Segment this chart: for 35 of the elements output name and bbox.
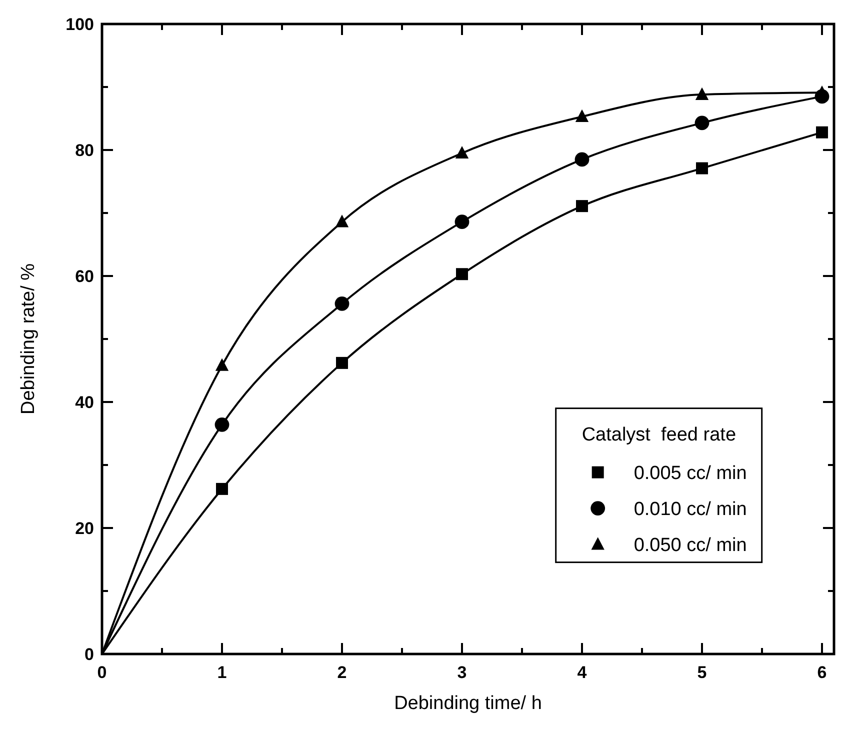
y-axis-title: Debinding rate/ % bbox=[18, 263, 39, 415]
x-tick-label: 5 bbox=[697, 663, 707, 682]
point bbox=[694, 116, 710, 130]
x-tick-label: 3 bbox=[457, 663, 467, 682]
point bbox=[334, 296, 350, 311]
point bbox=[215, 358, 229, 371]
point bbox=[576, 200, 588, 212]
x-tick-label: 0 bbox=[97, 663, 107, 682]
x-tick-label: 1 bbox=[217, 663, 227, 682]
x-tick-label: 4 bbox=[577, 663, 588, 682]
y-tick-label: 60 bbox=[75, 266, 94, 286]
point bbox=[696, 162, 708, 174]
point bbox=[695, 87, 709, 100]
point bbox=[336, 356, 348, 369]
point bbox=[454, 214, 470, 230]
y-tick-label: 100 bbox=[66, 14, 94, 34]
x-axis-title: Debinding time/ h bbox=[394, 693, 542, 714]
y-tick-label: 20 bbox=[75, 518, 94, 538]
point bbox=[455, 146, 469, 159]
point bbox=[575, 109, 589, 122]
x-tick-label: 2 bbox=[337, 663, 347, 682]
point bbox=[214, 417, 230, 432]
x-tick-label: 6 bbox=[817, 663, 827, 682]
y-tick-label: 40 bbox=[75, 392, 94, 412]
legend-label: 0.005 cc/ min bbox=[634, 462, 747, 484]
legend-label: 0.050 cc/ min bbox=[634, 534, 747, 556]
point bbox=[335, 214, 349, 228]
point bbox=[216, 482, 228, 495]
point bbox=[574, 152, 590, 167]
y-tick-label: 80 bbox=[75, 140, 94, 160]
legend-label: 0.010 cc/ min bbox=[634, 498, 747, 520]
point bbox=[456, 268, 468, 280]
point bbox=[816, 126, 828, 138]
legend-title: Catalyst feed rate bbox=[582, 424, 736, 446]
y-tick-label: 0 bbox=[84, 644, 94, 664]
